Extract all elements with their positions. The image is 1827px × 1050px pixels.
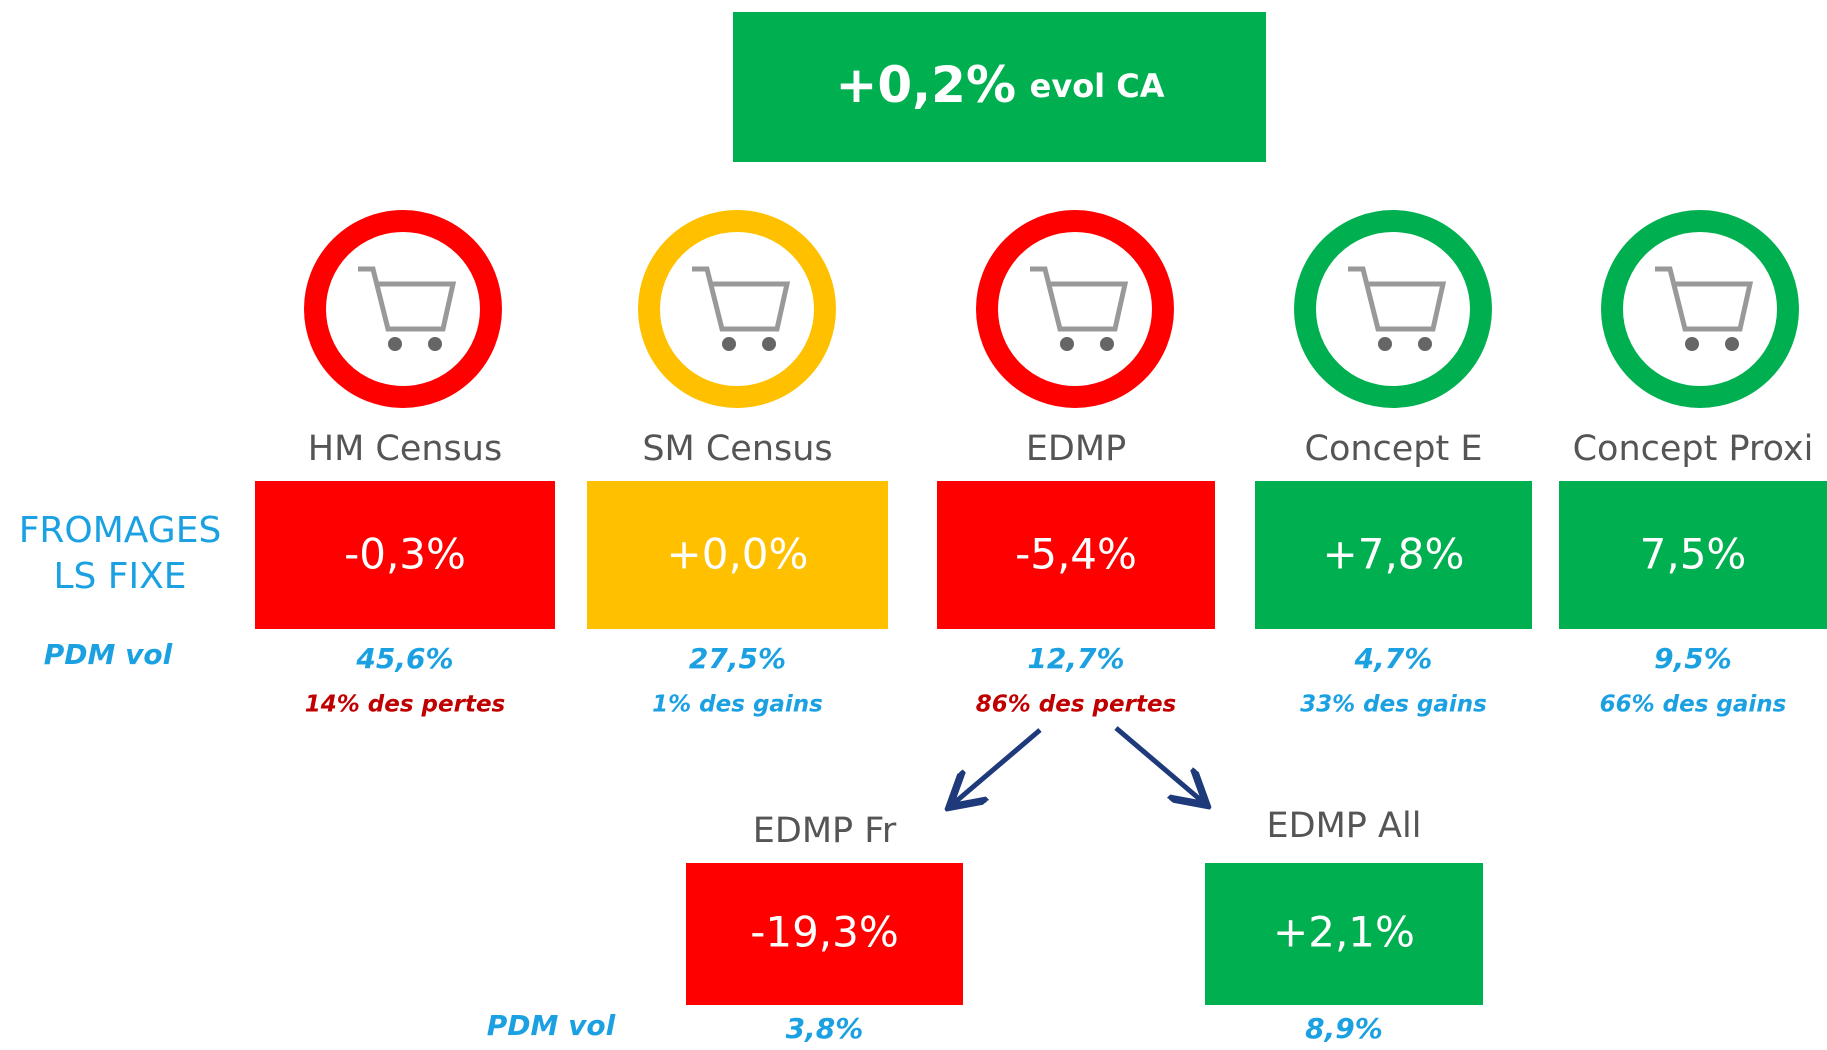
format-name: HM Census bbox=[308, 429, 502, 469]
row-label: FROMAGES bbox=[19, 510, 222, 551]
header-value: +0,2% bbox=[835, 56, 1016, 114]
icon-ring bbox=[1612, 221, 1788, 397]
value: -19,3% bbox=[750, 908, 899, 957]
cart-wheel bbox=[428, 337, 442, 351]
cart-wheel bbox=[388, 337, 402, 351]
header-label: evol CA bbox=[1030, 67, 1165, 105]
arrow bbox=[953, 730, 1040, 804]
sub-name: EDMP All bbox=[1267, 806, 1422, 846]
value: +2,1% bbox=[1273, 908, 1415, 957]
share: 66% des gains bbox=[1600, 692, 1787, 718]
cart-wheel bbox=[1725, 337, 1739, 351]
icon-ring bbox=[987, 221, 1163, 397]
cart-wheel bbox=[1060, 337, 1074, 351]
icon-ring bbox=[649, 221, 825, 397]
pdm-label: PDM vol bbox=[44, 638, 173, 671]
share: 14% des pertes bbox=[305, 692, 506, 718]
pdm: 8,9% bbox=[1305, 1012, 1383, 1045]
cart-wheel bbox=[1685, 337, 1699, 351]
pdm: 12,7% bbox=[1027, 642, 1124, 675]
format-name: Concept Proxi bbox=[1573, 429, 1814, 469]
pdm: 27,5% bbox=[689, 642, 786, 675]
cart-wheel bbox=[762, 337, 776, 351]
share: 86% des pertes bbox=[976, 692, 1177, 718]
sub-name: EDMP Fr bbox=[753, 811, 897, 851]
value: +0,0% bbox=[667, 530, 809, 579]
diagram: +0,2% evol CA FROMAGES LS FIXE PDM vol P… bbox=[0, 0, 1827, 1050]
pdm: 45,6% bbox=[355, 642, 453, 675]
icon-ring bbox=[315, 221, 491, 397]
value: 7,5% bbox=[1640, 530, 1747, 579]
format-name: Concept E bbox=[1305, 429, 1483, 469]
format-name: SM Census bbox=[642, 429, 832, 469]
arrow bbox=[1116, 728, 1203, 802]
row-label: LS FIXE bbox=[53, 556, 186, 597]
value: +7,8% bbox=[1323, 530, 1465, 579]
pdm: 9,5% bbox=[1654, 642, 1732, 675]
icon-ring bbox=[1305, 221, 1481, 397]
share: 33% des gains bbox=[1300, 692, 1487, 718]
pdm: 4,7% bbox=[1354, 642, 1433, 675]
pdm-label: PDM vol bbox=[487, 1009, 616, 1042]
cart-wheel bbox=[1100, 337, 1114, 351]
cart-wheel bbox=[1378, 337, 1392, 351]
pdm: 3,8% bbox=[786, 1012, 864, 1045]
format-name: EDMP bbox=[1026, 429, 1126, 469]
cart-wheel bbox=[1418, 337, 1432, 351]
share: 1% des gains bbox=[652, 692, 823, 718]
cart-wheel bbox=[722, 337, 736, 351]
value: -0,3% bbox=[344, 530, 466, 579]
value: -5,4% bbox=[1015, 530, 1137, 579]
